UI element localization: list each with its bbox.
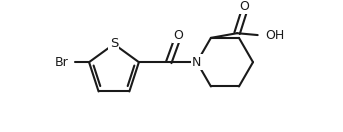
Text: OH: OH	[265, 29, 284, 42]
Text: S: S	[110, 37, 118, 50]
Text: N: N	[192, 56, 202, 69]
Text: O: O	[240, 0, 249, 13]
Text: O: O	[173, 29, 183, 42]
Text: Br: Br	[55, 56, 69, 69]
